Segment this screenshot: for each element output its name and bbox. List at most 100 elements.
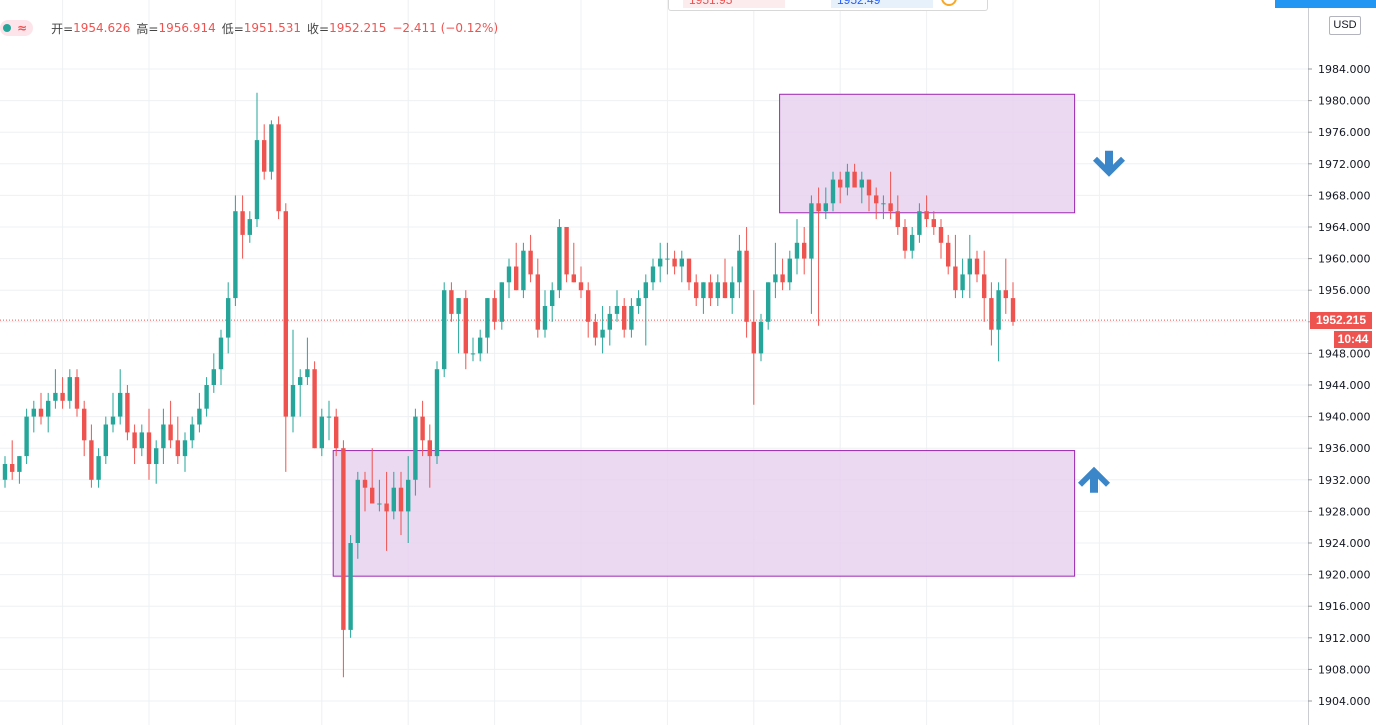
candle: [960, 258, 965, 299]
sell-price-button[interactable]: 1951.95: [683, 0, 785, 8]
candle: [96, 448, 101, 488]
candle: [996, 282, 1001, 362]
candle: [492, 290, 497, 330]
candle: [110, 392, 116, 433]
candle-body: [794, 242, 800, 259]
candle: [139, 424, 144, 457]
candle: [226, 282, 231, 354]
candle: [103, 416, 108, 464]
candle: [888, 171, 893, 220]
candle-body: [629, 306, 634, 330]
candle-body: [211, 369, 216, 385]
candle: [391, 471, 396, 520]
price-tick-label: 1936.000: [1318, 442, 1371, 455]
candle: [46, 392, 51, 433]
candle: [154, 440, 159, 484]
candle-body: [434, 369, 440, 457]
candle-body: [744, 250, 749, 322]
candle: [276, 116, 281, 220]
candle-body: [542, 306, 548, 330]
candle-body: [377, 503, 382, 505]
candle-body: [17, 456, 22, 472]
candle: [787, 250, 792, 291]
candle: [722, 258, 728, 299]
candle-body: [845, 171, 850, 188]
candle: [10, 440, 15, 480]
buy-price-button[interactable]: 1952.49: [831, 0, 933, 8]
candle-body: [614, 306, 620, 314]
candle-body: [902, 227, 908, 251]
candle-body: [852, 171, 857, 188]
price-axis[interactable]: 1984.000 1980.000 1976.000 1972.000 1968.000…: [1308, 0, 1376, 725]
candle: [485, 298, 490, 354]
candle-body: [708, 282, 713, 299]
candle-body: [290, 385, 296, 417]
candle: [550, 282, 555, 322]
candle-body: [355, 479, 360, 543]
candle: [204, 377, 209, 417]
candle: [809, 195, 814, 314]
candle: [74, 369, 80, 417]
candle-body: [449, 290, 454, 314]
candle-body: [427, 440, 432, 457]
top-right-button[interactable]: [1275, 0, 1376, 8]
candle-body: [312, 369, 317, 449]
candle: [672, 250, 677, 275]
candle-body: [305, 369, 310, 378]
candle: [269, 120, 274, 180]
candle: [53, 369, 58, 409]
trade-widget[interactable]: 1951.95 1952.49: [668, 0, 988, 11]
candle: [146, 408, 152, 480]
candles-layer: [2, 92, 1016, 678]
candle: [326, 400, 332, 441]
candle: [780, 258, 785, 291]
candle-body: [182, 440, 188, 457]
candle-body: [701, 282, 706, 299]
candle-body: [694, 282, 699, 299]
candle-body: [722, 282, 728, 299]
candle: [334, 408, 339, 457]
market-status-pill[interactable]: ≈: [0, 20, 34, 36]
candle-body: [686, 258, 692, 283]
candle-body: [974, 258, 980, 275]
candle-body: [773, 274, 778, 283]
coin-icon[interactable]: [941, 0, 957, 6]
candle: [17, 456, 22, 484]
currency-badge[interactable]: USD: [1329, 16, 1361, 35]
candle: [283, 203, 288, 472]
candle-body: [953, 266, 958, 291]
price-tick-label: 1928.000: [1318, 505, 1371, 518]
candle: [168, 400, 173, 449]
candle-body: [478, 337, 483, 354]
price-tick-label: 1984.000: [1318, 63, 1371, 76]
candle-body: [420, 416, 425, 441]
candle-body: [146, 432, 152, 464]
open-label: 开=: [51, 21, 74, 36]
candle: [917, 203, 922, 243]
candle: [737, 234, 742, 299]
candle: [470, 337, 476, 362]
candle: [420, 400, 425, 457]
candle: [24, 408, 29, 464]
candle: [38, 392, 44, 425]
candle-body: [665, 258, 670, 260]
candle-body: [751, 321, 756, 354]
ohlc-legend: ≈ 开= 1954.626 高= 1956.914 低= 1951.531 收= 195…: [0, 18, 498, 38]
candle-body: [1010, 298, 1016, 322]
candle: [377, 479, 382, 512]
candle: [708, 274, 713, 306]
candle: [521, 242, 526, 299]
candle-body: [161, 424, 166, 449]
candle: [686, 258, 692, 291]
candle: [463, 290, 468, 370]
candle-body: [758, 321, 764, 354]
candle: [413, 408, 418, 496]
candle-body: [492, 298, 497, 322]
price-tick-label: 1968.000: [1318, 189, 1371, 202]
candle: [456, 298, 461, 354]
candle-body: [816, 203, 821, 212]
close-value: 1952.215: [329, 21, 387, 35]
candle-body: [658, 258, 663, 267]
